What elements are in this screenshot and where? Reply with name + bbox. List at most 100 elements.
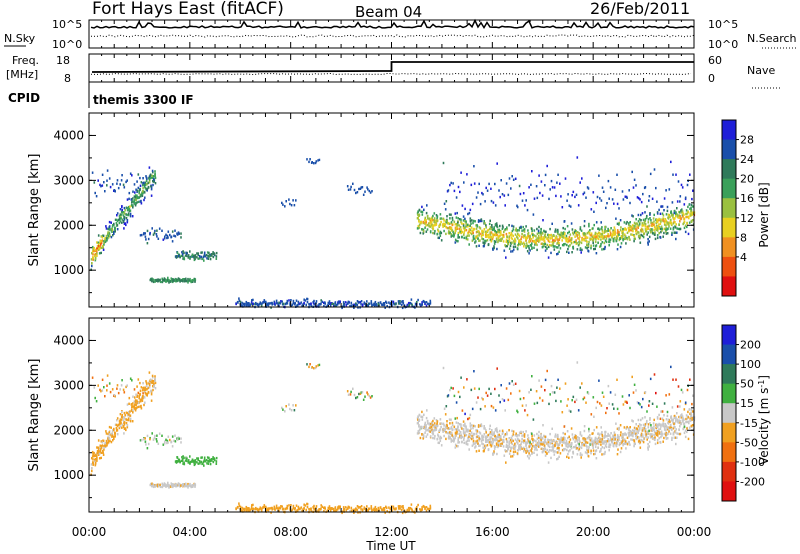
power-cell bbox=[565, 238, 568, 241]
power-cell bbox=[588, 240, 590, 244]
power-cell bbox=[595, 201, 597, 205]
velocity-cell bbox=[540, 435, 542, 439]
power-cell bbox=[523, 230, 526, 233]
velocity-cell bbox=[426, 419, 429, 423]
velocity-cell bbox=[129, 417, 132, 421]
velocity-cell bbox=[275, 504, 278, 507]
velocity-cell bbox=[336, 508, 339, 511]
power-cell bbox=[271, 301, 273, 305]
velocity-cell bbox=[137, 391, 140, 395]
power-cell bbox=[666, 221, 668, 224]
velocity-cell bbox=[530, 388, 532, 391]
velocity-cell bbox=[107, 439, 110, 442]
power-cell bbox=[249, 303, 251, 306]
power-cell bbox=[107, 227, 109, 231]
velocity-cell bbox=[457, 390, 460, 394]
velocity-cell bbox=[144, 386, 147, 389]
velocity-cell bbox=[500, 384, 502, 387]
velocity-cell bbox=[488, 427, 491, 431]
power-cell bbox=[139, 234, 142, 237]
power-cell bbox=[446, 215, 448, 218]
velocity-cell bbox=[442, 366, 445, 370]
power-cell bbox=[187, 279, 190, 282]
velocity-cell bbox=[270, 511, 272, 514]
velocity-cell bbox=[450, 431, 452, 434]
velocity-cell bbox=[672, 418, 674, 421]
velocity-cell bbox=[622, 434, 624, 437]
power-cell bbox=[558, 250, 560, 253]
velocity-cell bbox=[356, 396, 359, 399]
velocity-cell bbox=[505, 443, 508, 447]
power-cell bbox=[552, 241, 555, 244]
power-cell bbox=[122, 214, 125, 217]
velocity-cell bbox=[163, 484, 166, 487]
power-cell bbox=[428, 224, 430, 228]
power-cell bbox=[435, 220, 437, 223]
velocity-cell bbox=[669, 426, 671, 429]
velocity-cell bbox=[466, 430, 469, 433]
velocity-cell bbox=[440, 422, 442, 425]
velocity-cell bbox=[557, 451, 559, 454]
power-cell bbox=[500, 179, 502, 182]
power-cell bbox=[640, 230, 643, 233]
power-cell bbox=[454, 223, 457, 226]
velocity-cell bbox=[281, 505, 283, 508]
velocity-cell bbox=[427, 422, 429, 425]
power-cell bbox=[436, 217, 438, 221]
velocity-cell bbox=[182, 483, 184, 486]
power-cell bbox=[547, 245, 550, 249]
power-cell bbox=[215, 257, 218, 260]
power-cell bbox=[174, 235, 177, 238]
power-cell bbox=[257, 303, 260, 307]
power-colorbar-label: Power [dB] bbox=[757, 182, 771, 247]
velocity-cell bbox=[489, 438, 492, 441]
power-cell bbox=[506, 228, 508, 231]
power-cell bbox=[109, 185, 112, 189]
velocity-cell bbox=[126, 384, 128, 387]
power-cell bbox=[574, 240, 576, 244]
velocity-cell bbox=[586, 441, 589, 444]
power-cell bbox=[618, 233, 620, 236]
power-cell bbox=[641, 234, 644, 237]
power-cell bbox=[630, 229, 633, 232]
power-cell bbox=[486, 189, 489, 192]
velocity-cell bbox=[262, 506, 264, 509]
velocity-cell bbox=[124, 414, 126, 417]
power-cell bbox=[617, 231, 620, 235]
power-cell bbox=[642, 235, 645, 239]
power-cell bbox=[589, 229, 591, 232]
power-cell bbox=[489, 233, 492, 236]
velocity-cell bbox=[453, 440, 455, 443]
velocity-cell bbox=[555, 399, 557, 403]
power-cell bbox=[123, 227, 125, 230]
velocity-cell bbox=[121, 379, 123, 382]
velocity-cell bbox=[126, 414, 129, 417]
velocity-cell bbox=[536, 432, 538, 436]
power-cell bbox=[647, 241, 649, 244]
velocity-cell bbox=[592, 444, 594, 447]
velocity-cell bbox=[153, 436, 156, 440]
power-cell bbox=[548, 234, 550, 237]
velocity-cell bbox=[183, 461, 185, 464]
power-cell bbox=[475, 227, 478, 230]
velocity-cell bbox=[121, 414, 123, 417]
velocity-cell bbox=[514, 445, 517, 448]
velocity-cell bbox=[210, 459, 213, 462]
velocity-cell bbox=[106, 384, 108, 387]
power-cell bbox=[371, 304, 373, 307]
velocity-cell bbox=[498, 394, 500, 397]
power-cell bbox=[587, 250, 590, 253]
velocity-cell bbox=[247, 509, 249, 512]
velocity-cell bbox=[335, 508, 338, 512]
velocity-cell bbox=[99, 450, 101, 453]
power-cell bbox=[369, 191, 372, 194]
power-cell bbox=[533, 246, 535, 249]
velocity-cell bbox=[123, 417, 126, 420]
velocity-cell bbox=[568, 409, 571, 412]
velocity-cell bbox=[425, 509, 428, 512]
power-cell bbox=[429, 299, 432, 303]
velocity-cell bbox=[392, 505, 395, 508]
power-cell bbox=[649, 217, 651, 220]
power-cell bbox=[100, 246, 103, 249]
power-cell bbox=[342, 301, 345, 304]
